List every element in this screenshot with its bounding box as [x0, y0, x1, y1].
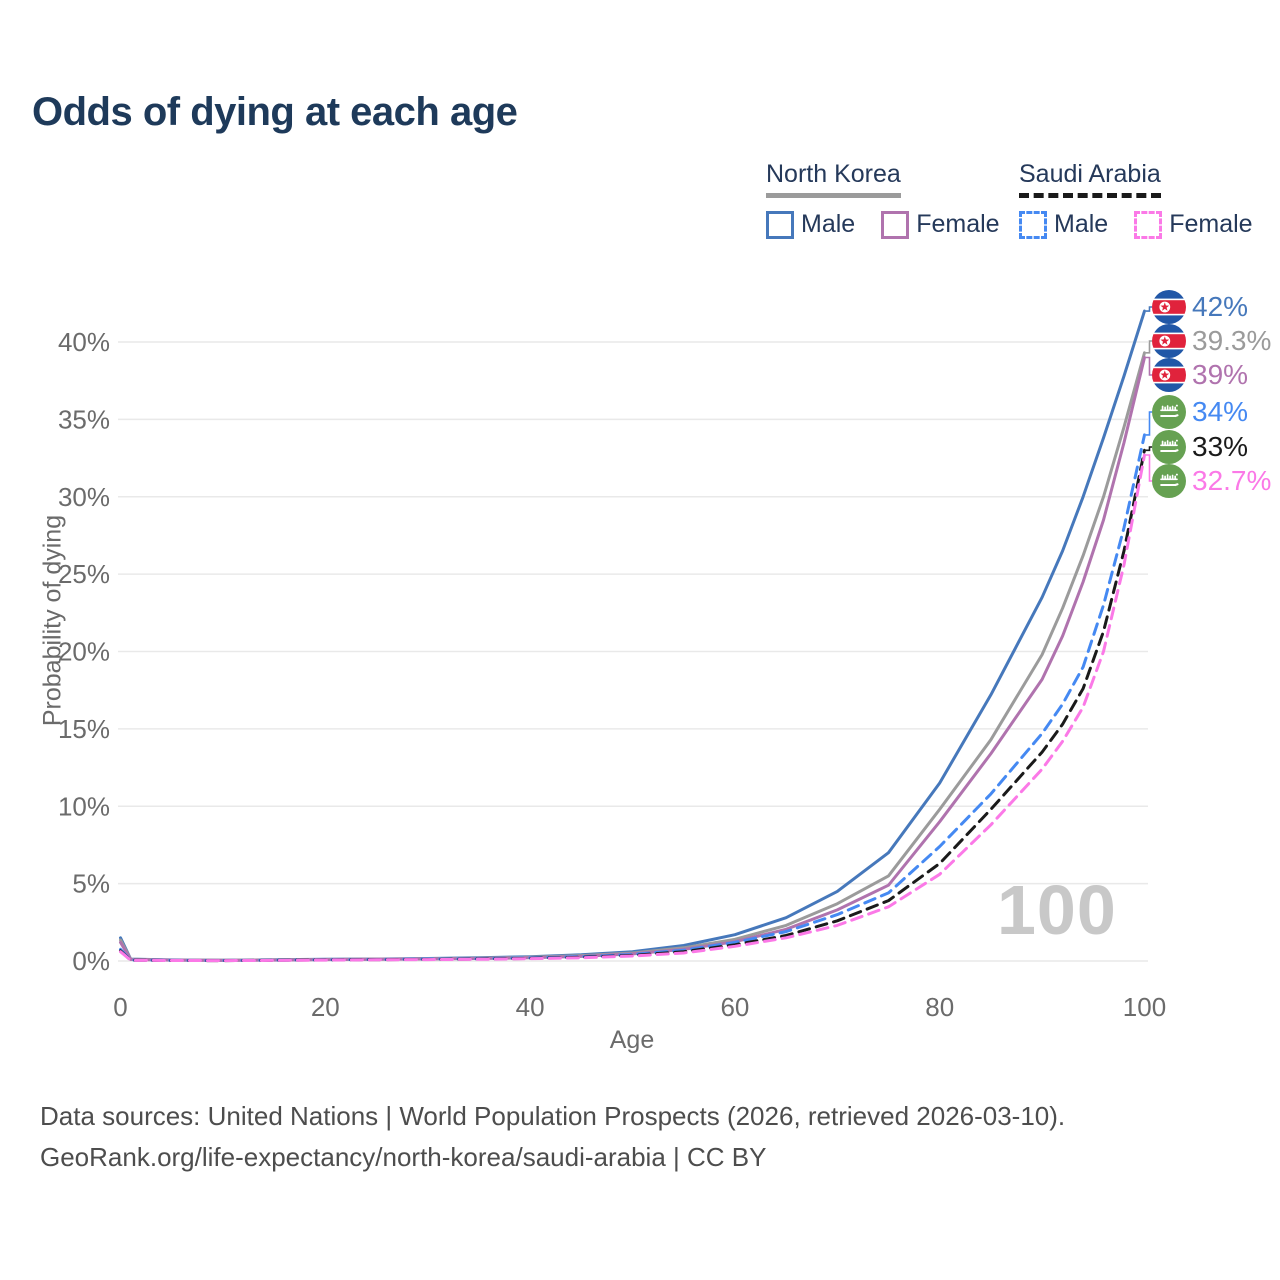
- legend-item-label: Female: [1169, 210, 1253, 238]
- y-tick-label: 25%: [58, 559, 110, 589]
- footer: Data sources: United Nations | World Pop…: [40, 1096, 1065, 1178]
- footer-sources-line: Data sources: United Nations | World Pop…: [40, 1101, 1066, 1131]
- saudi-arabia-female-swatch-icon: [1134, 210, 1163, 239]
- series-line-north-korea-female[interactable]: [119, 356, 1146, 962]
- legend-header-north-korea: North Korea: [766, 160, 901, 198]
- end-label-saudi-arabia-female: 32.7%: [1152, 464, 1271, 498]
- legend-item-label: Male: [1054, 210, 1109, 238]
- legend-item-label: Male: [801, 210, 856, 238]
- legend-header-saudi-arabia: Saudi Arabia: [1019, 160, 1161, 198]
- y-axis-title: Probability of dying: [38, 514, 67, 727]
- north-korea-female-swatch-icon: [881, 210, 910, 239]
- y-tick-label: 15%: [58, 714, 110, 744]
- end-value-label: 34%: [1192, 396, 1249, 427]
- end-label-connector: [1146, 306, 1152, 312]
- end-label-connector: [1146, 454, 1152, 482]
- end-value-label: 33%: [1192, 431, 1249, 462]
- legend-item-label: Female: [916, 210, 1000, 238]
- end-value-label: 39.3%: [1192, 325, 1272, 356]
- end-label-north-korea-both: 39.3%: [1152, 324, 1271, 358]
- y-tick-label: 35%: [58, 404, 110, 434]
- x-axis-title: Age: [609, 1026, 655, 1054]
- x-tick-label: 60: [720, 992, 749, 1022]
- saudi-arabia-flag-icon: [1152, 430, 1186, 464]
- legend-group-north-korea: North Korea Male Female: [766, 160, 1000, 239]
- saudi-arabia-flag-icon: [1152, 464, 1186, 498]
- x-tick-label: 100: [1123, 992, 1166, 1022]
- y-tick-label: 30%: [58, 482, 110, 512]
- legend-item-saudi-arabia-male[interactable]: Male: [1019, 210, 1108, 239]
- y-tick-label: 10%: [58, 791, 110, 821]
- end-value-label: 39%: [1192, 359, 1249, 390]
- end-label-north-korea-male: 42%: [1152, 290, 1248, 324]
- north-korea-flag-icon: [1152, 358, 1186, 392]
- legend-item-north-korea-female[interactable]: Female: [881, 210, 1000, 239]
- age-hover-watermark: 100: [997, 871, 1117, 949]
- series-line-saudi-arabia-female[interactable]: [119, 453, 1146, 963]
- end-label-saudi-arabia-both: 33%: [1152, 430, 1248, 464]
- page-title: Odds of dying at each age: [32, 90, 518, 134]
- x-tick-label: 0: [113, 992, 127, 1022]
- north-korea-flag-icon: [1152, 324, 1186, 358]
- saudi-arabia-flag-icon: [1152, 395, 1186, 429]
- legend-item-saudi-arabia-female[interactable]: Female: [1134, 210, 1253, 239]
- series-line-north-korea-both[interactable]: [119, 351, 1146, 962]
- end-label-north-korea-female: 39%: [1152, 358, 1248, 392]
- mortality-line-chart: 0% 5% 10% 15% 20% 25% 30% 35% 40% 0 20 40 60 80 100: [58, 306, 1166, 1022]
- x-tick-label: 80: [925, 992, 954, 1022]
- legend-item-north-korea-male[interactable]: Male: [766, 210, 855, 239]
- end-label-connector: [1146, 411, 1152, 436]
- footer-url-line: GeoRank.org/life-expectancy/north-korea/…: [40, 1142, 767, 1172]
- end-label-connector: [1146, 356, 1152, 376]
- end-value-label: 42%: [1192, 291, 1249, 322]
- y-tick-label: 40%: [58, 327, 110, 357]
- north-korea-flag-icon: [1152, 290, 1186, 324]
- legend-group-saudi-arabia: Saudi Arabia Male Female: [1019, 160, 1253, 239]
- series-line-north-korea-male[interactable]: [119, 309, 1146, 962]
- north-korea-male-swatch-icon: [766, 210, 794, 239]
- x-tick-label: 40: [516, 992, 545, 1022]
- end-label-saudi-arabia-male: 34%: [1152, 395, 1248, 429]
- y-tick-label: 0%: [72, 946, 110, 976]
- y-tick-label: 20%: [58, 637, 110, 667]
- y-tick-label: 5%: [72, 869, 110, 899]
- x-tick-label: 20: [311, 992, 340, 1022]
- end-value-label: 32.7%: [1192, 465, 1272, 496]
- end-label-connector: [1146, 340, 1152, 354]
- end-label-connector: [1146, 446, 1152, 452]
- saudi-arabia-male-swatch-icon: [1019, 210, 1047, 239]
